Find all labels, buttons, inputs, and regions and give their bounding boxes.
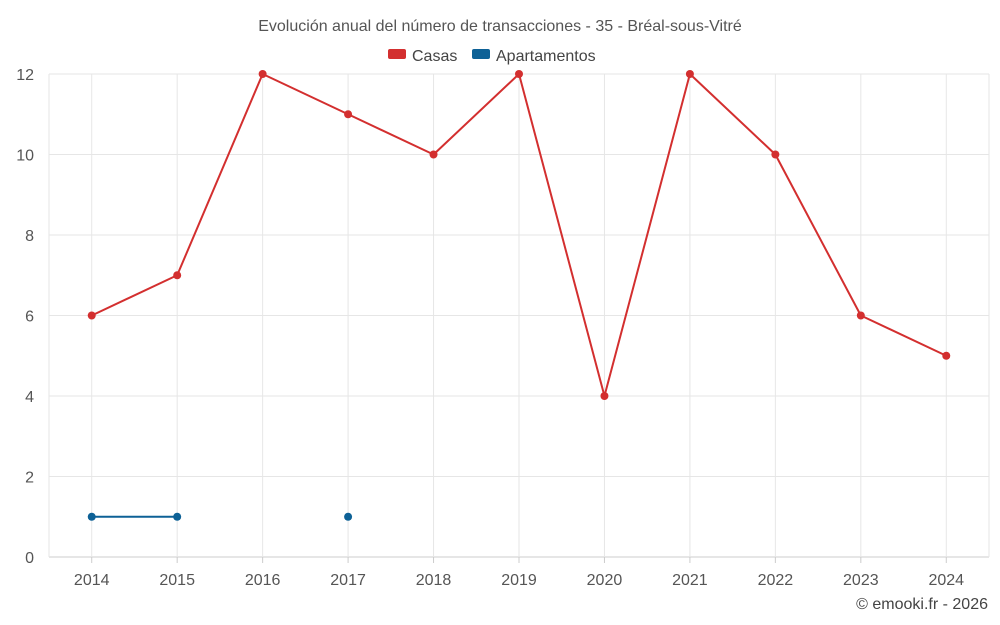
series-casas [87,70,951,400]
series [87,70,951,521]
x-tick-label: 2017 [330,572,366,589]
data-point-apartamentos[interactable] [173,512,182,521]
y-tick-label: 0 [25,550,34,567]
footer-credit: © emooki.fr - 2026 [856,596,988,613]
data-point-casas[interactable] [600,392,609,400]
data-point-casas[interactable] [258,70,267,78]
x-tick-label: 2019 [501,572,537,589]
x-tick-label: 2015 [159,572,195,589]
data-point-casas[interactable] [685,70,694,78]
x-tick-label: 2022 [758,572,794,589]
x-tick-label: 2018 [416,572,452,589]
data-point-casas[interactable] [515,70,523,78]
data-point-casas[interactable] [344,110,353,119]
data-point-casas[interactable] [173,271,182,280]
x-tick-label: 2021 [672,572,708,589]
data-point-casas[interactable] [87,311,96,320]
data-point-casas[interactable] [429,150,438,159]
chart-title: Evolución anual del número de transaccio… [258,18,742,35]
legend-item-apartamentos[interactable]: Apartamentos [472,48,596,65]
x-tick-label: 2023 [843,572,879,589]
x-tick-label: 2014 [74,572,110,589]
series-apartamentos [87,512,353,521]
y-tick-label: 2 [25,470,34,487]
y-tick-label: 10 [16,148,34,165]
x-tick-label: 2020 [587,572,623,589]
legend-swatch-casas [388,49,406,59]
legend: Casas Apartamentos [388,48,596,65]
data-point-apartamentos[interactable] [87,512,96,521]
data-point-casas[interactable] [942,351,951,360]
y-tick-label: 12 [16,67,34,84]
y-tick-label: 8 [25,228,34,245]
legend-item-casas[interactable]: Casas [388,48,457,65]
y-tick-label: 6 [25,309,34,326]
x-tick-label: 2024 [928,572,964,589]
grid [48,73,990,558]
data-point-casas[interactable] [856,311,865,320]
legend-label-casas: Casas [412,48,457,65]
x-tick-label: 2016 [245,572,281,589]
data-point-apartamentos[interactable] [344,512,353,521]
legend-swatch-apartamentos [472,49,490,59]
data-point-casas[interactable] [771,150,780,159]
y-tick-label: 4 [25,389,34,406]
legend-label-apartamentos: Apartamentos [496,48,596,65]
axes: 0 2 4 6 8 10 12 2014 2015 2016 2017 2018 2019 2020 202… [16,67,964,589]
